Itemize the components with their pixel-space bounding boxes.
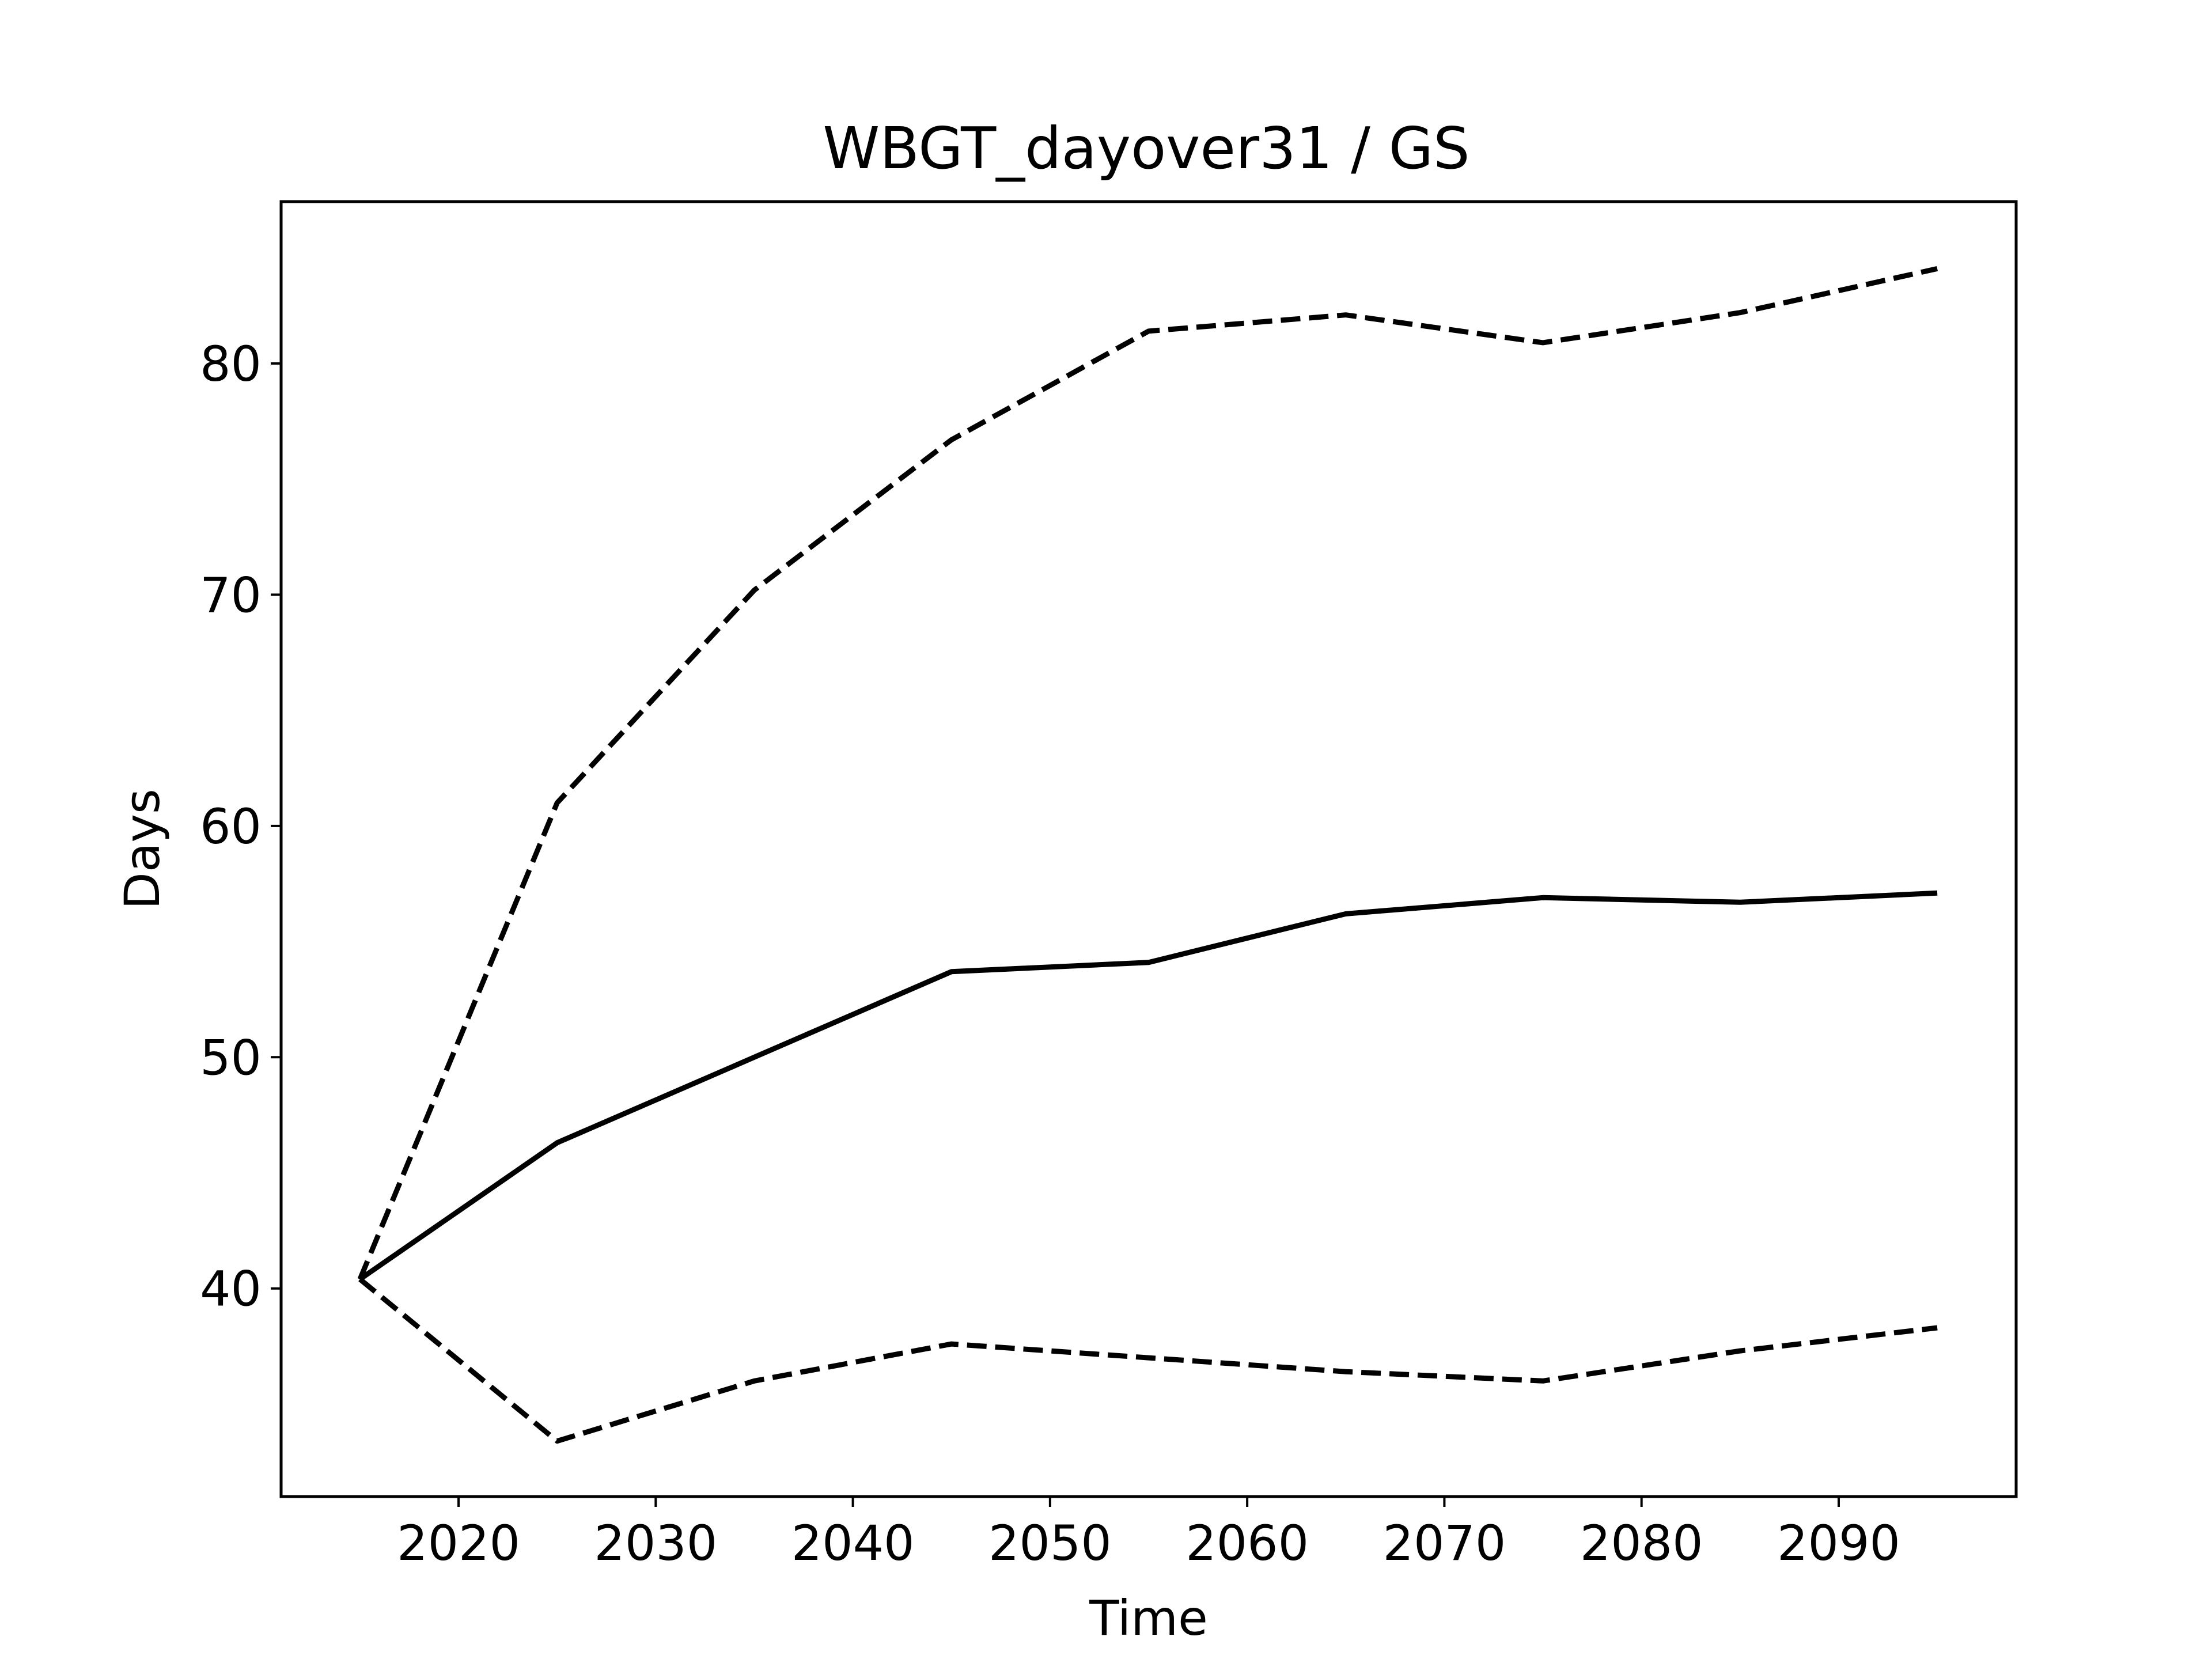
y-tick-label: 60 xyxy=(200,798,262,855)
y-tick-label: 50 xyxy=(200,1029,262,1086)
x-tick-label: 2080 xyxy=(1580,1515,1703,1571)
y-axis-title: Days xyxy=(114,789,171,910)
series-line-3-dashed xyxy=(358,1277,1938,1444)
series-line-2-solid xyxy=(358,890,1938,1282)
series-line-1-dashed xyxy=(357,266,1938,1281)
x-tick-label: 2090 xyxy=(1777,1515,1900,1571)
chart-title: WBGT_dayover31 / GS xyxy=(823,115,1469,182)
x-tick-label: 2040 xyxy=(791,1515,915,1571)
x-tick-label: 2020 xyxy=(397,1515,520,1571)
series-layer xyxy=(357,266,1938,1444)
x-axis-ticks: 2020 2030 2040 2050 2060 2070 2080 2090 xyxy=(397,1497,1900,1571)
y-axis-ticks: 40 50 60 70 80 xyxy=(200,336,281,1317)
x-tick-label: 2050 xyxy=(988,1515,1112,1571)
y-tick-label: 70 xyxy=(200,567,262,623)
x-tick-label: 2060 xyxy=(1185,1515,1309,1571)
y-tick-label: 40 xyxy=(200,1261,262,1317)
x-tick-label: 2070 xyxy=(1383,1515,1506,1571)
x-axis-title: Time xyxy=(1089,1590,1208,1646)
x-tick-label: 2030 xyxy=(594,1515,717,1571)
y-tick-label: 80 xyxy=(200,336,262,392)
plot-area-frame xyxy=(279,200,2018,1498)
